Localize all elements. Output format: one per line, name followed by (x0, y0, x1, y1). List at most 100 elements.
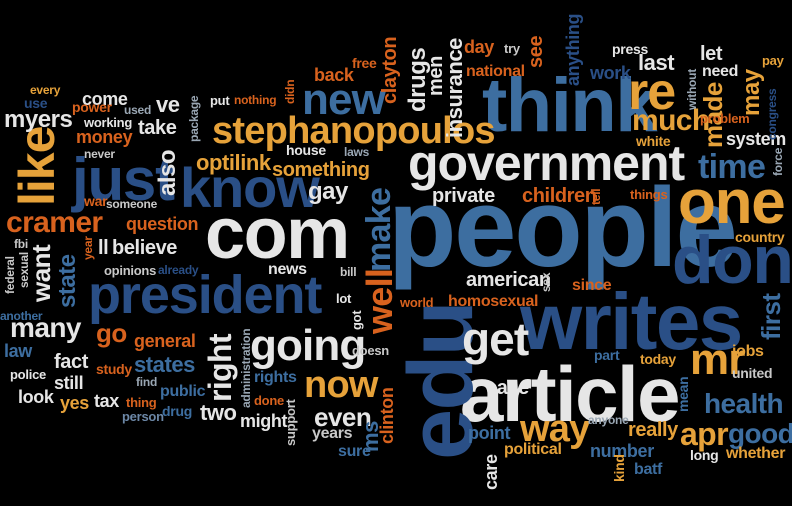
word-also: also (154, 149, 181, 196)
word-lot: lot (336, 291, 352, 306)
word-whether: whether (726, 445, 786, 462)
word-want: want (26, 244, 56, 302)
word-well: well (359, 268, 400, 334)
word-year: year (81, 236, 95, 260)
word-kind: kind (611, 454, 627, 482)
word-last: last (638, 50, 675, 75)
word-house: house (286, 142, 326, 158)
word-take: take (138, 117, 177, 139)
word-believe: believe (112, 237, 178, 259)
word-first: first (756, 293, 786, 340)
word-might: might (240, 411, 288, 431)
word-day: day (464, 37, 494, 57)
word-know: know (180, 156, 320, 219)
word-person: person (122, 409, 164, 424)
word-come: come (82, 89, 128, 109)
word-mean: mean (675, 376, 691, 412)
word-just: just (72, 146, 175, 213)
word-insurance: insurance (442, 38, 467, 138)
word-done: done (254, 393, 285, 408)
word-since: since (572, 277, 612, 294)
word-didn: didn (283, 79, 297, 104)
word-state: state (54, 254, 81, 308)
word-american: american (466, 269, 551, 291)
word-men: men (425, 56, 447, 96)
word-find: find (136, 375, 158, 389)
word-congress: congress (765, 88, 779, 140)
word-ll: ll (98, 237, 109, 259)
word-tell: tell (589, 188, 603, 205)
word-much: much (632, 104, 710, 137)
word-support: support (283, 399, 298, 446)
word-put: put (210, 93, 230, 108)
word-com: com (205, 194, 350, 274)
word-now: now (304, 364, 378, 406)
word-working: working (84, 115, 133, 130)
word-power: power (72, 99, 112, 115)
word-clayton: clayton (379, 36, 401, 104)
word-got: got (349, 310, 364, 330)
word-new: new (302, 75, 386, 124)
word-stephanopoulos: stephanopoulos (212, 110, 496, 152)
word-country: country (735, 229, 785, 245)
word-fbi: fbi (14, 237, 28, 251)
word-part: part (594, 347, 620, 363)
word-united: united (732, 365, 773, 381)
word-another: another (0, 309, 43, 323)
word-thing: thing (126, 395, 157, 410)
word-things: things (630, 187, 668, 202)
word-police: police (10, 367, 47, 382)
word-drug: drug (162, 403, 192, 419)
word-mr: mr (690, 335, 745, 384)
word-get: get (462, 313, 529, 365)
word-number: number (590, 441, 654, 461)
word-gay: gay (308, 178, 348, 205)
word-myers: myers (4, 106, 73, 133)
word-news: news (268, 261, 307, 278)
word-rights: rights (254, 369, 297, 386)
word-health: health (704, 388, 784, 419)
word-tax: tax (94, 391, 119, 411)
word-sex: sex (539, 272, 553, 292)
word-let: let (700, 43, 723, 65)
word-someone: someone (106, 197, 158, 211)
word-war: war (84, 193, 108, 209)
word-sexual: sexual (17, 252, 31, 288)
word-already: already (158, 263, 199, 277)
word-may: may (738, 69, 765, 116)
word-still: still (54, 373, 84, 393)
word-political: political (504, 441, 562, 458)
word-problem: problem (700, 111, 750, 126)
word-apr: apr (680, 416, 729, 452)
word-children: children (522, 185, 597, 207)
word-anything: anything (563, 13, 583, 86)
word-long: long (690, 447, 719, 463)
word-way: way (520, 408, 590, 450)
word-money: money (76, 127, 133, 147)
word-fact: fact (54, 351, 88, 373)
word-right: right (202, 334, 238, 402)
word-go: go (96, 318, 127, 348)
word-think: think (482, 63, 657, 148)
word-need: need (702, 63, 739, 80)
word-optilink: optilink (196, 150, 271, 175)
word-don: don (672, 222, 792, 298)
word-general: general (134, 331, 196, 351)
word-something: something (272, 159, 370, 181)
word-re: re (628, 63, 676, 121)
word-private: private (432, 185, 495, 207)
word-law: law (4, 341, 32, 361)
word-make: make (360, 187, 398, 272)
word-yes: yes (60, 393, 89, 413)
word-force: force (771, 147, 785, 176)
word-use: use (24, 95, 48, 111)
word-going: going (250, 321, 366, 370)
word-two: two (200, 400, 237, 425)
word-point: point (468, 423, 511, 443)
word-like: like (9, 126, 65, 206)
word-really: really (628, 419, 678, 441)
word-work: work (590, 63, 631, 83)
word-care: care (481, 454, 501, 490)
word-doesn: doesn (352, 343, 389, 358)
